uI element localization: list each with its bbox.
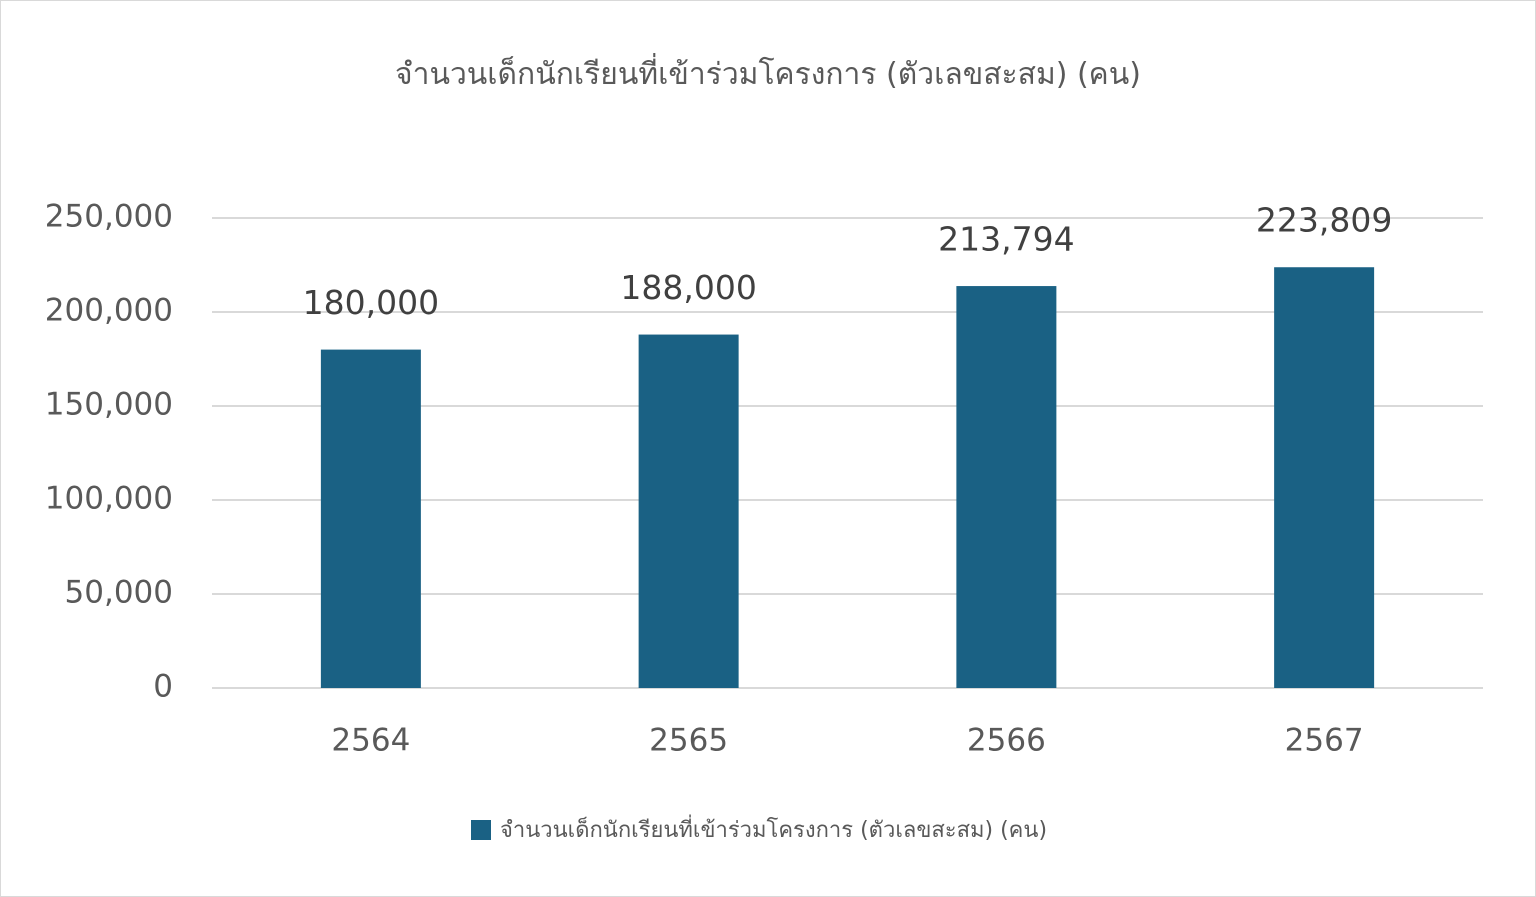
legend-label: จำนวนเด็กนักเรียนที่เข้าร่วมโครงการ (ตัว…	[500, 814, 1047, 843]
y-tick-label: 250,000	[45, 199, 173, 235]
data-label: 213,794	[938, 220, 1074, 259]
y-tick-label: 150,000	[45, 387, 173, 423]
y-tick-label: 100,000	[45, 481, 173, 517]
y-tick-label: 50,000	[65, 575, 173, 611]
data-label: 223,809	[1256, 201, 1392, 240]
bar	[1274, 267, 1375, 688]
data-label: 188,000	[620, 268, 756, 307]
bar	[320, 349, 421, 688]
bar	[638, 334, 739, 688]
chart-title: จำนวนเด็กนักเรียนที่เข้าร่วมโครงการ (ตัว…	[395, 57, 1141, 92]
bar	[956, 286, 1057, 688]
x-tick-label: 2565	[649, 723, 728, 759]
x-tick-label: 2567	[1285, 723, 1364, 759]
legend-swatch	[471, 820, 491, 840]
y-tick-label: 200,000	[45, 293, 173, 329]
x-tick-label: 2564	[331, 723, 410, 759]
data-label: 180,000	[303, 283, 439, 322]
y-tick-label: 0	[153, 669, 173, 705]
x-tick-label: 2566	[967, 723, 1046, 759]
